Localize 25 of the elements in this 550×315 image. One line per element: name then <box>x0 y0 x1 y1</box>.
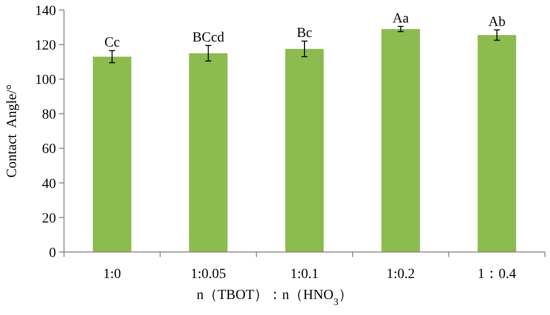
annotation: Aa <box>392 11 410 26</box>
annotation: Ab <box>488 14 506 30</box>
x-tick-label: 1：0.4 <box>478 267 516 282</box>
bar <box>92 56 132 252</box>
x-tick-label: 1:0.1 <box>290 267 319 282</box>
y-tick-label: 100 <box>35 73 56 88</box>
y-tick-label: 140 <box>35 4 56 19</box>
bar <box>285 48 324 252</box>
x-tick-label: 1:0.2 <box>386 267 415 282</box>
annotation: Bc <box>296 26 312 42</box>
bar <box>189 53 228 252</box>
y-tick-label: 80 <box>42 108 56 123</box>
y-tick-label: 40 <box>42 176 56 192</box>
bar <box>381 29 420 252</box>
annotation: BCcd <box>192 30 224 46</box>
annotation: Cc <box>104 36 120 51</box>
y-tick-label: 20 <box>42 211 56 226</box>
y-tick-label: 0 <box>49 246 56 261</box>
y-axis-title: Contact Angle/° <box>5 84 20 178</box>
bar <box>478 35 516 252</box>
x-tick-label: 1:0 <box>103 267 122 282</box>
y-tick-label: 60 <box>42 142 56 158</box>
x-axis-title: n（TBOT）：n（HNO$_{3}$） <box>196 288 352 308</box>
y-tick-label: 120 <box>35 38 56 54</box>
x-tick-label: 1:0.05 <box>190 267 226 282</box>
